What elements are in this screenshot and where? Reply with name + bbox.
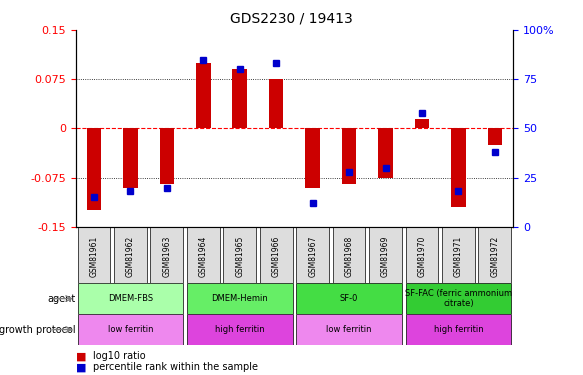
FancyBboxPatch shape <box>223 227 256 283</box>
FancyBboxPatch shape <box>296 314 402 345</box>
Bar <box>415 118 429 128</box>
Bar <box>87 128 101 210</box>
Text: GDS2230 / 19413: GDS2230 / 19413 <box>230 11 353 25</box>
FancyBboxPatch shape <box>187 227 220 283</box>
FancyBboxPatch shape <box>442 227 475 283</box>
Text: growth protocol: growth protocol <box>0 324 76 334</box>
Text: low ferritin: low ferritin <box>326 325 372 334</box>
Text: GSM81964: GSM81964 <box>199 236 208 277</box>
Text: GSM81965: GSM81965 <box>236 236 244 277</box>
FancyBboxPatch shape <box>114 227 147 283</box>
FancyBboxPatch shape <box>187 314 293 345</box>
Text: agent: agent <box>48 294 76 304</box>
Text: GSM81962: GSM81962 <box>126 236 135 277</box>
Text: GSM81963: GSM81963 <box>163 236 171 277</box>
FancyBboxPatch shape <box>479 227 511 283</box>
FancyBboxPatch shape <box>260 227 293 283</box>
Bar <box>123 128 138 188</box>
FancyBboxPatch shape <box>296 283 402 314</box>
FancyBboxPatch shape <box>150 227 183 283</box>
Text: high ferritin: high ferritin <box>215 325 265 334</box>
Text: percentile rank within the sample: percentile rank within the sample <box>93 363 258 372</box>
Bar <box>233 69 247 128</box>
Bar <box>378 128 393 178</box>
Bar <box>305 128 320 188</box>
FancyBboxPatch shape <box>369 227 402 283</box>
Text: GSM81966: GSM81966 <box>272 236 280 277</box>
Text: log10 ratio: log10 ratio <box>93 351 146 361</box>
Bar <box>342 128 356 184</box>
Text: DMEM-FBS: DMEM-FBS <box>108 294 153 303</box>
Text: GSM81972: GSM81972 <box>490 236 499 277</box>
FancyBboxPatch shape <box>406 227 438 283</box>
Text: high ferritin: high ferritin <box>434 325 483 334</box>
Text: SF-0: SF-0 <box>340 294 359 303</box>
FancyBboxPatch shape <box>406 283 511 314</box>
Text: GSM81969: GSM81969 <box>381 236 390 277</box>
Text: GSM81970: GSM81970 <box>417 236 426 277</box>
Bar <box>487 128 502 145</box>
Text: GSM81968: GSM81968 <box>345 236 353 277</box>
FancyBboxPatch shape <box>187 283 293 314</box>
Text: GSM81961: GSM81961 <box>90 236 99 277</box>
Bar <box>196 63 210 128</box>
FancyBboxPatch shape <box>78 314 183 345</box>
Text: DMEM-Hemin: DMEM-Hemin <box>212 294 268 303</box>
FancyBboxPatch shape <box>78 283 183 314</box>
Text: ■: ■ <box>76 351 90 361</box>
FancyBboxPatch shape <box>333 227 366 283</box>
Text: ■: ■ <box>76 363 90 372</box>
Text: GSM81971: GSM81971 <box>454 236 463 277</box>
Text: GSM81967: GSM81967 <box>308 236 317 277</box>
FancyBboxPatch shape <box>406 314 511 345</box>
Text: low ferritin: low ferritin <box>108 325 153 334</box>
Text: SF-FAC (ferric ammonium
citrate): SF-FAC (ferric ammonium citrate) <box>405 289 512 308</box>
FancyBboxPatch shape <box>78 227 110 283</box>
FancyBboxPatch shape <box>296 227 329 283</box>
Bar <box>160 128 174 184</box>
Bar <box>269 79 283 128</box>
Bar <box>451 128 466 207</box>
